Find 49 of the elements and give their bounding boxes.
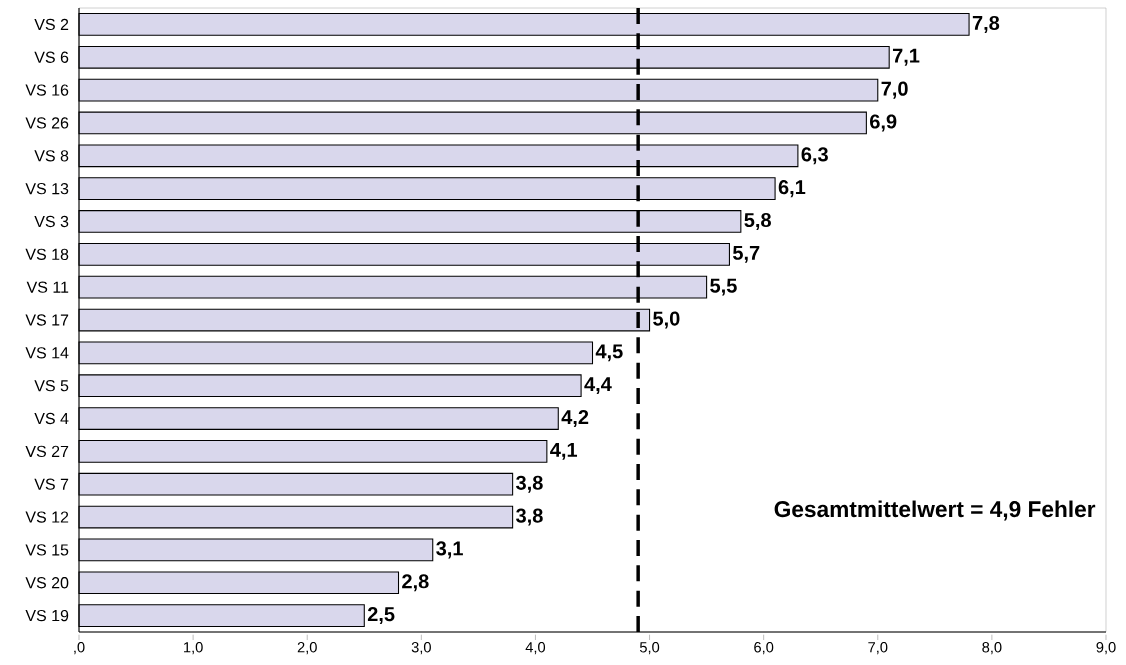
data-label: 4,1 xyxy=(550,442,578,460)
y-tick-label: VS 12 xyxy=(25,511,69,523)
data-label: 3,8 xyxy=(516,475,543,493)
data-label: 7,8 xyxy=(972,15,1000,33)
x-tick-label: ,0 xyxy=(74,642,85,655)
y-tick-label: VS 6 xyxy=(34,51,69,63)
y-tick-label: VS 13 xyxy=(25,182,69,195)
data-label: 5,7 xyxy=(732,245,760,263)
y-tick-label: VS 17 xyxy=(25,314,69,326)
x-tick-label: 5,0 xyxy=(639,642,660,655)
data-label: 7,0 xyxy=(881,81,908,99)
y-tick-label: VS 8 xyxy=(34,150,69,162)
y-tick-label: VS 27 xyxy=(25,445,69,458)
y-tick-label: VS 16 xyxy=(25,84,69,96)
x-tick-label: 7,0 xyxy=(868,642,888,655)
x-tick-label: 1,0 xyxy=(184,642,203,655)
data-label: 4,5 xyxy=(595,344,623,362)
y-tick-label: VS 14 xyxy=(25,347,69,359)
y-tick-label: VS 20 xyxy=(25,577,69,589)
data-label: 3,1 xyxy=(436,541,463,559)
y-tick-label: VS 11 xyxy=(26,281,69,293)
x-tick-label: 2,0 xyxy=(297,642,317,655)
data-label: 2,5 xyxy=(367,607,395,625)
y-tick-label: VS 2 xyxy=(34,18,69,31)
x-tick-label: 4,0 xyxy=(525,642,546,655)
y-tick-label: VS 19 xyxy=(25,609,69,622)
x-tick-label: 3,0 xyxy=(411,642,431,655)
data-label: 2,8 xyxy=(402,574,429,592)
data-label: 5,8 xyxy=(744,212,771,231)
data-label: 6,1 xyxy=(778,180,806,198)
data-label: 6,3 xyxy=(801,147,828,165)
data-label: 7,1 xyxy=(892,48,920,66)
y-tick-label: VS 18 xyxy=(25,248,69,260)
y-tick-label: VS 26 xyxy=(25,117,69,129)
data-label: 5,0 xyxy=(653,311,680,329)
data-label: 6,9 xyxy=(870,114,897,132)
x-tick-label: 9,0 xyxy=(1096,642,1116,655)
y-tick-label: VS 15 xyxy=(25,544,69,556)
x-tick-label: 8,0 xyxy=(982,642,1002,655)
y-tick-label: VS 3 xyxy=(34,215,69,228)
data-label: 4,2 xyxy=(561,410,589,428)
y-tick-label: VS 7 xyxy=(34,478,69,490)
y-tick-label: VS 4 xyxy=(34,412,69,425)
data-label: 4,4 xyxy=(584,377,612,395)
x-tick-label: 6,0 xyxy=(754,642,774,655)
data-label: 5,5 xyxy=(710,278,737,296)
ref-line-label: Gesamtmittelwert = 4,9 Fehler xyxy=(774,500,1096,521)
data-label: 3,8 xyxy=(516,508,543,526)
y-tick-label: VS 5 xyxy=(34,380,69,392)
